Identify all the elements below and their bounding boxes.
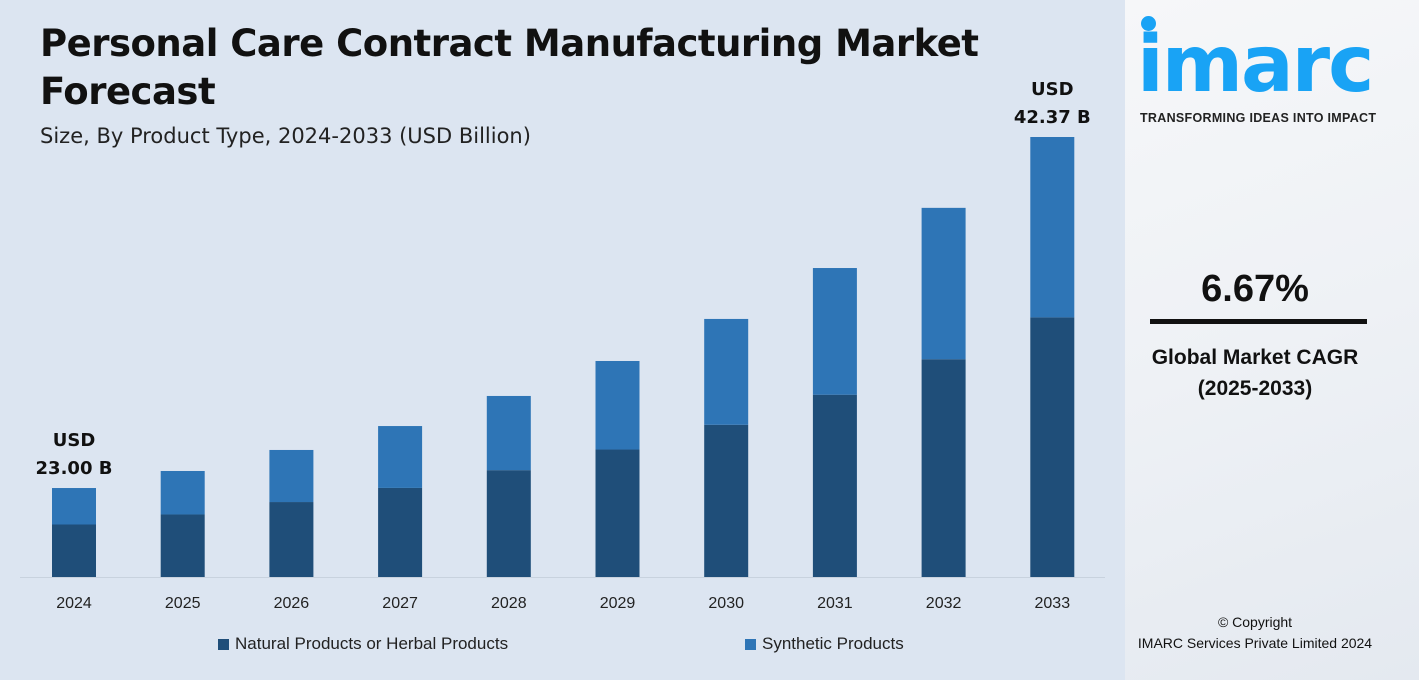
x-tick-label: 2031 (817, 595, 853, 612)
divider (1150, 319, 1367, 324)
logo-tagline: TRANSFORMING IDEAS INTO IMPACT (1140, 111, 1377, 125)
x-tick-label: 2024 (56, 595, 92, 612)
bar-synthetic-2033 (1030, 137, 1075, 318)
value-label: 42.37 B (1014, 107, 1091, 128)
sidebar: imarc TRANSFORMING IDEAS INTO IMPACT 6.6… (1125, 0, 1419, 680)
bar-synthetic-2032 (921, 207, 966, 360)
x-tick-label: 2028 (491, 595, 527, 612)
cagr-value: 6.67% (1201, 268, 1309, 310)
logo-dot (1141, 16, 1156, 31)
chart-subtitle: Size, By Product Type, 2024-2033 (USD Bi… (40, 124, 531, 148)
value-label-unit: USD (1031, 79, 1074, 100)
value-label: 23.00 B (36, 458, 113, 479)
x-tick-label: 2029 (600, 595, 636, 612)
imarc-logo: imarc (1137, 20, 1374, 110)
bar-synthetic-2030 (704, 318, 749, 425)
legend-item-natural: Natural Products or Herbal Products (218, 634, 508, 654)
legend-swatch (745, 638, 756, 650)
legend-label: Synthetic Products (762, 634, 904, 653)
copyright: © Copyright IMARC Services Private Limit… (1125, 612, 1385, 654)
bar-chart: 2024 2025 2026 2027 2028 2029 2030 2031 2032 2033… (20, 79, 1105, 612)
bar-synthetic-2024 (52, 488, 96, 525)
bar-synthetic-2029 (595, 360, 640, 450)
cagr-label: Global Market CAGR (2025-2033) (1125, 342, 1385, 404)
bar-natural-2028 (486, 470, 531, 577)
x-tick-label: 2025 (165, 595, 201, 612)
bar-natural-2032 (921, 359, 966, 577)
bar-synthetic-2027 (378, 426, 423, 488)
bar-natural-2026 (269, 502, 314, 577)
cagr-period: (2025-2033) (1197, 377, 1313, 400)
value-label-unit: USD (53, 430, 96, 451)
legend-item-synthetic: Synthetic Products (745, 634, 904, 654)
chart-title: Personal Care Contract Manufacturing Mar… (40, 22, 979, 113)
bar-natural-2029 (595, 449, 640, 577)
x-tick-label: 2030 (708, 595, 744, 612)
bar-natural-2031 (812, 394, 857, 577)
bar-natural-2030 (704, 424, 749, 577)
x-tick-label: 2032 (926, 595, 962, 612)
bar-natural-2025 (160, 514, 205, 577)
bar-synthetic-2031 (812, 268, 857, 395)
x-tick-label: 2027 (382, 595, 418, 612)
x-tick-label: 2026 (274, 595, 310, 612)
x-tick-label: 2033 (1035, 595, 1071, 612)
bar-synthetic-2028 (486, 395, 531, 471)
chart-area: Personal Care Contract Manufacturing Mar… (20, 22, 1105, 654)
cagr-label-text: Global Market CAGR (1151, 346, 1359, 369)
bar-natural-2033 (1030, 317, 1075, 577)
legend-label: Natural Products or Herbal Products (235, 634, 509, 653)
bar-synthetic-2025 (160, 470, 205, 515)
company-name: IMARC Services Private Limited 2024 (1137, 635, 1373, 651)
bar-natural-2027 (378, 487, 423, 577)
bar-natural-2024 (52, 524, 96, 577)
bar-synthetic-2026 (269, 449, 314, 503)
legend-swatch (218, 638, 229, 650)
copyright-text: © Copyright (1217, 614, 1293, 630)
